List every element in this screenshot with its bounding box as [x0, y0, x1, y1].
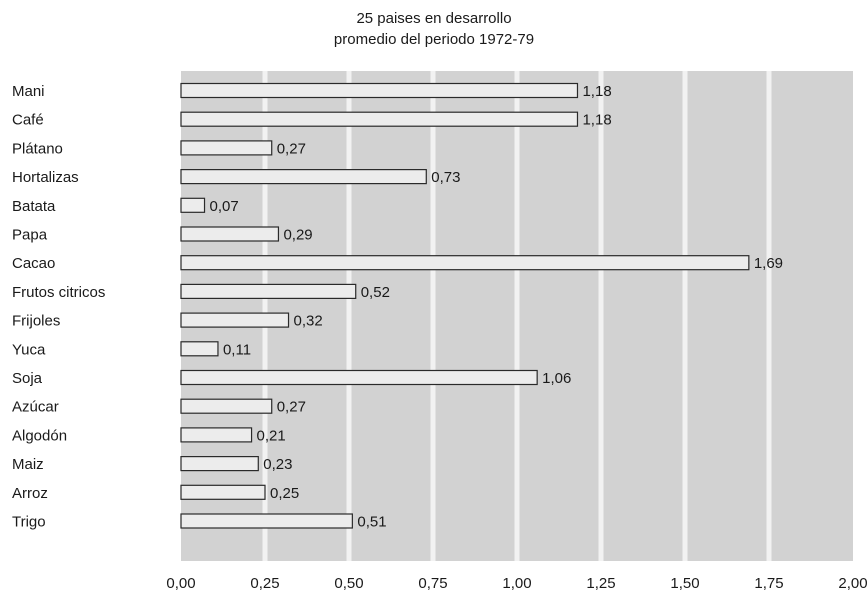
- value-label-soja: 1,06: [542, 370, 571, 387]
- x-tick-label: 1,50: [670, 575, 699, 592]
- value-label-platano: 0,27: [277, 140, 306, 157]
- category-label-azucar: Azúcar: [12, 399, 59, 416]
- bar-platano: [180, 140, 273, 156]
- bar-algodon: [180, 427, 253, 443]
- bar-papa: [180, 226, 280, 242]
- x-tick-label: 1,25: [586, 575, 615, 592]
- category-label-cafe: Café: [12, 112, 44, 129]
- x-tick-label: 1,75: [754, 575, 783, 592]
- x-tick-label: 1,00: [502, 575, 531, 592]
- value-label-papa: 0,29: [283, 227, 312, 244]
- category-label-batata: Batata: [12, 198, 56, 215]
- x-tick-label: 2,00: [838, 575, 867, 592]
- value-label-cafe: 1,18: [582, 112, 611, 129]
- x-tick-label: 0,00: [166, 575, 195, 592]
- bar-cacao: [180, 255, 750, 271]
- bars-group: [180, 82, 750, 529]
- category-label-arroz: Arroz: [12, 485, 48, 502]
- bar-frijoles: [180, 312, 290, 328]
- bar-frutos-citricos: [180, 283, 357, 299]
- category-label-frutos-citricos: Frutos citricos: [12, 284, 105, 301]
- category-label-cacao: Cacao: [12, 255, 55, 272]
- value-label-maiz: 0,23: [263, 456, 292, 473]
- category-label-frijoles: Frijoles: [12, 313, 60, 330]
- category-label-papa: Papa: [12, 227, 48, 244]
- value-label-trigo: 0,51: [357, 514, 386, 531]
- x-tick-label: 0,25: [250, 575, 279, 592]
- value-label-frijoles: 0,32: [294, 313, 323, 330]
- category-label-maiz: Maiz: [12, 456, 44, 473]
- bar-batata: [180, 197, 206, 213]
- category-label-hortalizas: Hortalizas: [12, 169, 79, 186]
- bar-hortalizas: [180, 169, 427, 185]
- chart-subtitle: promedio del periodo 1972-79: [333, 31, 535, 48]
- category-label-mani: Mani: [12, 83, 45, 100]
- bar-mani: [180, 82, 579, 99]
- value-label-azucar: 0,27: [277, 399, 306, 416]
- category-label-trigo: Trigo: [12, 514, 46, 531]
- x-axis-labels: 0,00 0,25 0,50 0,75 1,00 1,25 1,50 1,75 2,00: [166, 575, 867, 592]
- value-label-hortalizas: 0,73: [431, 169, 460, 186]
- value-label-cacao: 1,69: [754, 255, 783, 272]
- bar-cafe: [180, 111, 579, 127]
- value-label-arroz: 0,25: [270, 485, 299, 502]
- bar-yuca: [180, 341, 219, 357]
- bar-arroz: [180, 484, 266, 500]
- value-label-algodon: 0,21: [257, 427, 286, 444]
- y-axis-labels: Mani Café Plátano Hortalizas Batata Papa Cacao…: [12, 83, 105, 531]
- value-label-frutos-citricos: 0,52: [361, 284, 390, 301]
- bar-azucar: [180, 398, 273, 414]
- bar-maiz: [180, 456, 259, 472]
- chart-title: 25 paises en desarrollo: [356, 10, 512, 27]
- category-label-platano: Plátano: [12, 140, 63, 157]
- value-label-batata: 0,07: [210, 198, 239, 215]
- value-labels: 1,18 1,18 0,27 0,73 0,07 0,29 1,69 0,52 0,32 0,11…: [210, 83, 784, 531]
- x-tick-label: 0,75: [418, 575, 447, 592]
- x-tick-label: 0,50: [334, 575, 363, 592]
- category-label-yuca: Yuca: [12, 341, 46, 358]
- bar-trigo: [180, 513, 353, 529]
- bar-soja: [180, 369, 538, 386]
- category-label-soja: Soja: [12, 370, 43, 387]
- gridlines: [262, 71, 772, 561]
- category-label-algodon: Algodón: [12, 427, 67, 444]
- value-label-yuca: 0,11: [223, 341, 251, 358]
- value-label-mani: 1,18: [582, 83, 611, 100]
